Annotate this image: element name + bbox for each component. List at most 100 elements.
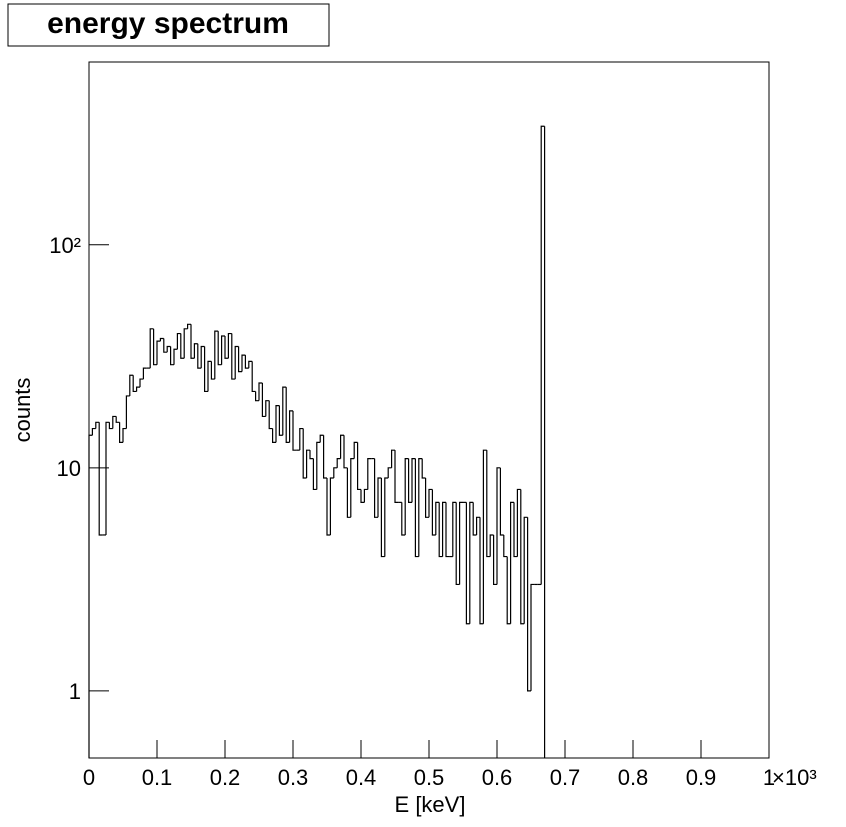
x-tick-label: 1 [763,765,775,790]
histogram-bin [91,427,96,436]
histogram-bin [333,467,338,479]
histogram-bin [98,422,103,536]
histogram-bin [142,367,147,380]
histogram-bin [387,467,392,479]
histogram-bin [404,457,409,535]
histogram-bin [88,434,93,758]
histogram-bin [292,410,297,451]
histogram-bin [469,501,474,624]
histogram-bin [227,332,232,359]
histogram-bin [108,422,113,430]
histogram-bin [224,335,229,359]
histogram-bin [214,330,219,380]
x-tick-label: 0 [83,765,95,790]
histogram-bin [268,400,273,430]
histogram-bin [489,534,494,557]
histogram-bin [445,502,450,558]
histogram-bin [516,488,521,557]
histogram-bin [476,516,480,535]
histogram-bin [442,501,446,557]
histogram-bin [149,328,154,369]
histogram-bin [289,410,293,443]
histogram-bin [431,489,436,536]
histogram-bin [357,442,361,491]
histogram-bin [336,457,341,468]
histogram-bin [299,427,304,451]
x-tick-label: 0.1 [142,765,173,790]
x-tick-label: 0.3 [278,765,309,790]
histogram-bin [231,333,236,380]
histogram-bin [119,422,123,444]
histogram-bin [129,374,134,396]
histogram-bin [261,383,266,418]
histogram-bin [384,477,389,557]
y-tick-label: 1 [69,679,81,704]
histogram-bin [153,328,157,366]
histogram-bin [193,343,198,359]
histogram-bin [125,395,130,429]
histogram-bin [435,501,440,535]
histogram-bin [523,516,528,624]
title-box [7,3,330,47]
histogram-bin [323,435,327,479]
histogram-bin [353,441,358,459]
histogram-bin [513,502,518,558]
histogram-bin [530,583,535,691]
histogram-bin [139,378,144,388]
histogram-bin [312,458,317,491]
histogram-bin [282,386,287,436]
histogram-bin [394,450,399,503]
chart-title: energy spectrum [47,7,289,40]
histogram-bin [374,458,378,518]
histogram-bin [176,332,181,350]
histogram-bin [343,435,348,469]
x-tick-label: 0.5 [414,765,445,790]
histogram-bin [122,427,127,443]
histogram-bin [115,416,120,423]
histogram-bin [411,457,416,503]
histogram-bin [363,488,368,503]
histogram-bin [391,449,395,468]
histogram-bin [163,338,168,353]
histogram-bin [190,324,195,359]
histogram-bin [496,467,501,585]
histogram-bin [173,348,178,365]
histogram-bin [170,346,174,366]
histogram-bin [207,360,212,392]
histogram-bin [455,502,460,586]
x-tick-label: 0.6 [482,765,513,790]
histogram-bin [506,556,511,625]
histogram-bin [238,346,242,373]
histogram-bin [272,428,276,444]
histogram-bin [459,501,463,585]
histogram-bin [159,337,164,342]
histogram-bin [482,449,487,624]
histogram-bin [136,386,140,392]
histogram-bin [499,467,504,536]
histogram-bin [248,360,253,369]
y-axis-label: counts [10,378,35,443]
histogram-bin [217,331,222,366]
histogram-bin [425,478,429,518]
histogram-bin [234,345,239,380]
histogram-bin [380,478,385,558]
histogram-bin [95,421,100,429]
histogram-bin [503,534,508,558]
histogram-bin [367,457,372,490]
histogram-bin [479,517,484,625]
histogram-bin [428,488,433,518]
histogram-bin [187,323,191,329]
x-tick-label: 0.9 [686,765,717,790]
histogram-bin [408,458,412,503]
histogram-bin [452,501,457,557]
histogram-bin [527,517,531,692]
x-tick-label: 0.8 [618,765,649,790]
histogram-bin [438,502,443,558]
histogram-bin [244,355,249,369]
y-tick-label: 10² [49,233,81,258]
histogram-bin [346,467,351,518]
histogram-bin [377,477,382,518]
histogram-bin [180,333,185,359]
histogram-bin [132,375,137,393]
histogram-bin [540,125,545,585]
